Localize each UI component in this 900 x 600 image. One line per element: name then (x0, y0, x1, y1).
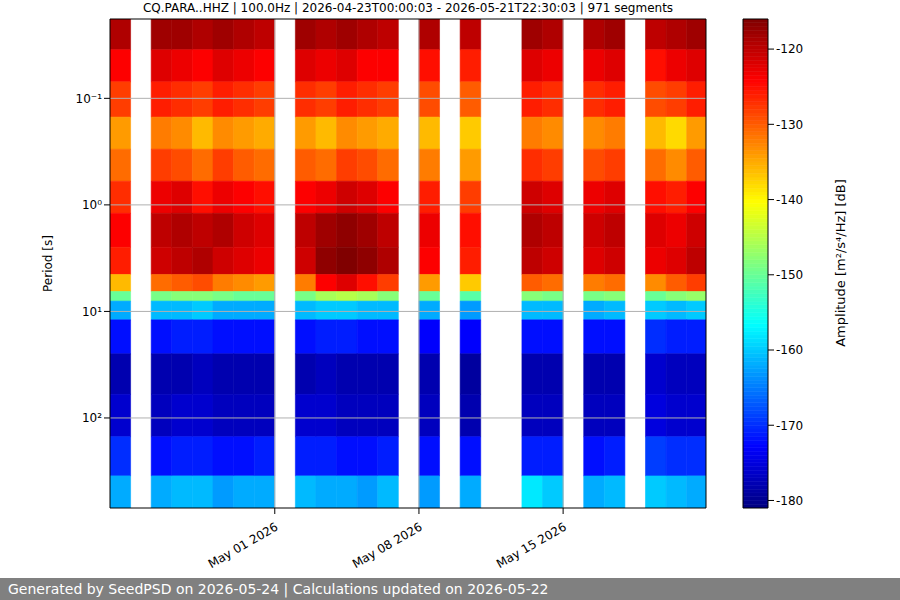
svg-text:10⁰: 10⁰ (82, 198, 102, 212)
svg-text:May 08 2026: May 08 2026 (350, 520, 425, 571)
html-text:CQ.PARA..HHZ | 100.0Hz | 2026-: CQ.PARA..HHZ | 100.0Hz | 2026-04-23T00:0… (142, 1, 674, 15)
svg-text:-180: -180 (776, 494, 803, 508)
svg-text:-120: -120 (776, 42, 803, 56)
html-text:Amplitude [m²/s⁴/Hz] [dB]: Amplitude [m²/s⁴/Hz] [dB] (832, 179, 848, 347)
svg-text:-150: -150 (776, 268, 803, 282)
svg-text:-130: -130 (776, 118, 803, 132)
svg-text:Period [s]: Period [s] (41, 235, 55, 292)
svg-text:10²: 10² (82, 411, 102, 425)
svg-text:10¹: 10¹ (82, 305, 102, 319)
svg-text:May 01 2026: May 01 2026 (206, 520, 281, 571)
svg-text:May 15 2026: May 15 2026 (494, 520, 569, 571)
svg-text:-170: -170 (776, 419, 803, 433)
svg-text:-140: -140 (776, 193, 803, 207)
svg-text:-160: -160 (776, 343, 803, 357)
svg-text:10⁻¹: 10⁻¹ (76, 92, 103, 106)
html-text:Generated by SeedPSD on 2026-0: Generated by SeedPSD on 2026-05-24 | Cal… (8, 581, 549, 597)
